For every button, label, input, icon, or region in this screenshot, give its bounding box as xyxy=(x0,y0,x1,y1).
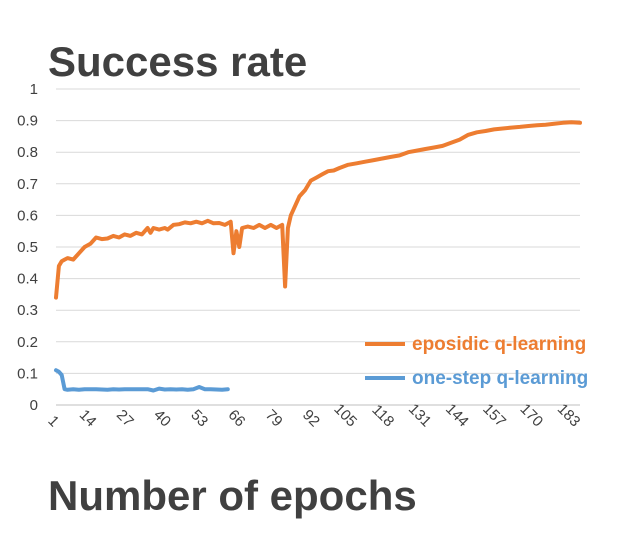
x-tick-label: 27 xyxy=(113,406,137,430)
y-tick-label: 1 xyxy=(30,81,38,98)
series-lines xyxy=(54,120,582,393)
x-tick-label: 66 xyxy=(225,406,249,430)
legend-label: one-step q-learning xyxy=(412,368,588,389)
y-tick-label: 0 xyxy=(30,397,38,414)
x-tick-label: 92 xyxy=(299,406,323,430)
y-tick-label: 0.8 xyxy=(17,144,38,161)
series-line-eposidic xyxy=(54,120,582,300)
x-tick-label: 40 xyxy=(150,406,174,430)
y-tick-label: 0.7 xyxy=(17,176,38,193)
x-axis-label: Number of epochs xyxy=(48,472,417,519)
y-tick-label: 0.5 xyxy=(17,239,38,256)
legend-label: eposidic q-learning xyxy=(412,334,586,355)
x-tick-label: 79 xyxy=(262,406,286,430)
y-tick-label: 0.9 xyxy=(17,113,38,130)
legend: eposidic q-learning one-step q-learning xyxy=(365,334,588,389)
y-tick-label: 0.2 xyxy=(17,334,38,351)
series-line-one-step xyxy=(54,368,230,393)
gridlines xyxy=(56,88,580,406)
x-tick-label: 53 xyxy=(187,406,211,430)
y-axis-ticks: 0 0.1 0.2 0.3 0.4 0.5 0.6 0.7 0.8 0.9 1 xyxy=(17,81,38,414)
x-tick-label: 118 xyxy=(368,401,397,430)
y-tick-label: 0.6 xyxy=(17,207,38,224)
x-tick-label: 14 xyxy=(76,406,100,430)
y-tick-label: 0.1 xyxy=(17,365,38,382)
x-tick-label: 1 xyxy=(44,412,62,430)
y-tick-label: 0.4 xyxy=(17,271,38,288)
chart-title: Success rate xyxy=(48,38,307,85)
y-tick-label: 0.3 xyxy=(17,302,38,319)
